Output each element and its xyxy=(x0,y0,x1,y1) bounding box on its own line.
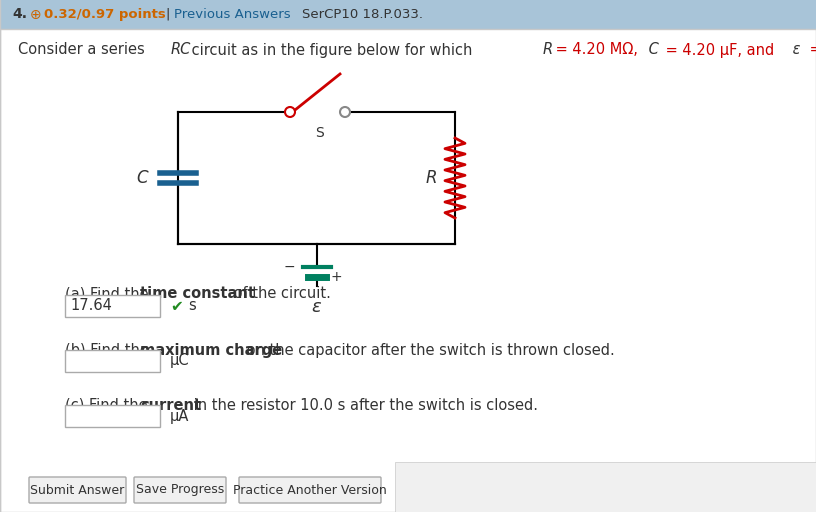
Text: ⊕: ⊕ xyxy=(30,8,42,22)
Bar xyxy=(65,350,160,372)
Text: 4.: 4. xyxy=(12,8,27,22)
Circle shape xyxy=(340,107,350,117)
Text: C: C xyxy=(136,169,148,187)
Text: in the resistor 10.0 s after the switch is closed.: in the resistor 10.0 s after the switch … xyxy=(189,397,538,413)
Text: S: S xyxy=(315,126,324,140)
Text: −: − xyxy=(284,260,295,274)
Text: RC: RC xyxy=(171,42,191,57)
Text: ε: ε xyxy=(312,298,322,316)
FancyBboxPatch shape xyxy=(239,477,381,503)
Text: current: current xyxy=(140,397,201,413)
Text: = 4.20 μF, and: = 4.20 μF, and xyxy=(661,42,774,57)
Text: C: C xyxy=(644,42,659,57)
Bar xyxy=(65,405,160,427)
Text: maximum charge: maximum charge xyxy=(140,343,282,357)
Text: (a) Find the: (a) Find the xyxy=(65,287,153,302)
Text: 0.32/0.97 points: 0.32/0.97 points xyxy=(44,8,166,21)
Text: Previous Answers: Previous Answers xyxy=(174,8,290,21)
Text: R: R xyxy=(543,42,552,57)
Text: SerCP10 18.P.033.: SerCP10 18.P.033. xyxy=(302,8,423,21)
Bar xyxy=(0,0,816,29)
Text: 17.64: 17.64 xyxy=(70,298,112,313)
Text: circuit as in the figure below for which: circuit as in the figure below for which xyxy=(187,42,477,57)
Text: R: R xyxy=(425,169,437,187)
Text: = 4.20 MΩ,: = 4.20 MΩ, xyxy=(551,42,638,57)
Text: ε: ε xyxy=(787,42,800,57)
Text: = 29.0 V.: = 29.0 V. xyxy=(805,42,816,57)
Text: Submit Answer: Submit Answer xyxy=(30,483,125,497)
Text: (b) Find the: (b) Find the xyxy=(65,343,153,357)
Bar xyxy=(65,295,160,317)
Text: μA: μA xyxy=(170,409,189,423)
Text: Save Progress: Save Progress xyxy=(136,483,224,497)
Text: of the circuit.: of the circuit. xyxy=(229,287,330,302)
Text: s: s xyxy=(188,298,196,313)
Circle shape xyxy=(285,107,295,117)
FancyBboxPatch shape xyxy=(134,477,226,503)
Text: +: + xyxy=(330,270,342,284)
Text: (c) Find the: (c) Find the xyxy=(65,397,153,413)
Text: μC: μC xyxy=(170,353,189,369)
Text: ✔: ✔ xyxy=(170,298,183,313)
Text: Practice Another Version: Practice Another Version xyxy=(233,483,387,497)
Text: |: | xyxy=(165,8,170,21)
FancyBboxPatch shape xyxy=(29,477,126,503)
Text: Consider a series: Consider a series xyxy=(18,42,149,57)
Text: time constant: time constant xyxy=(140,287,255,302)
Text: on the capacitor after the switch is thrown closed.: on the capacitor after the switch is thr… xyxy=(242,343,614,357)
Bar xyxy=(395,462,816,512)
